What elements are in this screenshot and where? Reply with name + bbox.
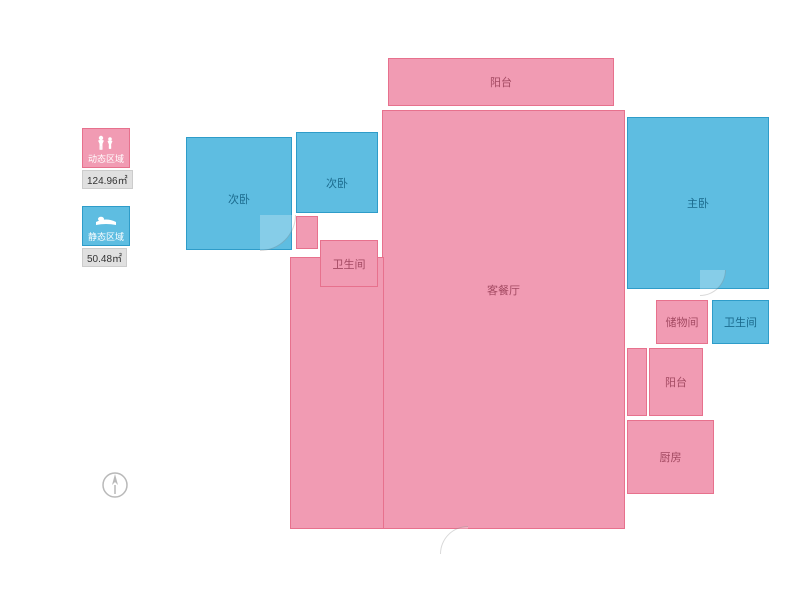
room-kitchen: 厨房 [627, 420, 714, 494]
room-bath-2: 卫生间 [712, 300, 769, 344]
legend-dynamic: 动态区域 [82, 128, 130, 168]
room-bed-secondary-2: 次卧 [296, 132, 378, 213]
room-label-storage: 储物间 [666, 314, 699, 330]
sleep-icon [93, 213, 119, 232]
room-label-bed-secondary-1: 次卧 [228, 191, 250, 207]
room-label-balcony-small: 阳台 [665, 374, 687, 390]
door-arc-2 [700, 270, 726, 296]
room-label-bath-1: 卫生间 [333, 256, 366, 272]
room-label-bed-secondary-2: 次卧 [326, 175, 348, 191]
room-balcony-small: 阳台 [649, 348, 703, 416]
room-living-dining: 客餐厅 [382, 110, 625, 529]
floorplan-canvas: 阳台客餐厅次卧次卧卫生间主卧储物间卫生间阳台厨房 动态区域124.96㎡ 静态区… [0, 0, 800, 600]
room-bath-1: 卫生间 [320, 240, 378, 287]
door-arc-1 [440, 526, 468, 554]
room-door-pad-1 [296, 216, 318, 249]
legend-static-value: 50.48㎡ [82, 248, 127, 267]
people-icon [93, 135, 119, 156]
room-master-bed: 主卧 [627, 117, 769, 289]
room-hall-right [627, 348, 647, 416]
room-label-living-dining: 客餐厅 [487, 282, 520, 298]
room-label-kitchen: 厨房 [660, 449, 682, 465]
legend-static: 静态区域 [82, 206, 130, 246]
door-arc-0 [260, 215, 296, 251]
room-label-master-bed: 主卧 [687, 195, 709, 211]
room-storage: 储物间 [656, 300, 708, 344]
compass-icon [100, 470, 130, 505]
room-label-balcony-top: 阳台 [490, 74, 512, 90]
room-balcony-top: 阳台 [388, 58, 614, 106]
legend-dynamic-value: 124.96㎡ [82, 170, 133, 189]
room-label-bath-2: 卫生间 [724, 314, 757, 330]
room-living-left-ext [290, 257, 384, 529]
